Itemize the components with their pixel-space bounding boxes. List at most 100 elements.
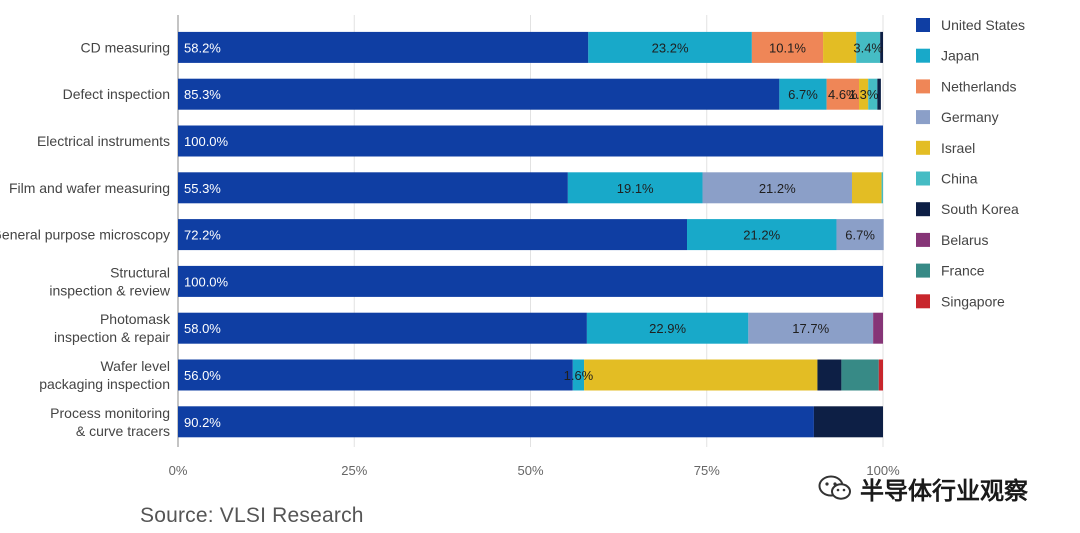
legend-swatch: [916, 48, 930, 63]
legend-swatch: [916, 294, 930, 309]
bar-data-label: 22.9%: [649, 321, 686, 336]
bar-segment: [873, 312, 883, 344]
bar-segment: [584, 359, 818, 391]
legend-swatch: [916, 110, 930, 125]
bars: [178, 31, 884, 438]
bar-data-label: 56.0%: [184, 368, 221, 383]
bar-data-label: 55.3%: [184, 181, 221, 196]
bar-segment: [687, 219, 837, 251]
legend-swatch: [916, 263, 930, 278]
bar-segment: [836, 219, 884, 251]
bar-data-label: 10.1%: [769, 40, 806, 55]
bar-data-label: 3.4%: [853, 40, 883, 55]
bar-data-label: 58.0%: [184, 321, 221, 336]
legend-label: Singapore: [941, 293, 1005, 309]
x-axis-tick-labels: 0% 25% 50% 75% 100%: [169, 463, 900, 478]
legend-swatch: [916, 18, 930, 32]
bar-segment: [877, 78, 881, 110]
bar-data-label: 4.6%: [828, 87, 858, 102]
legend-swatch: [916, 202, 930, 217]
bar-segment: [567, 172, 703, 204]
bar-segment: [178, 125, 883, 157]
legend-label: South Korea: [941, 201, 1019, 217]
x-tick-label: 25%: [341, 463, 367, 478]
x-tick-label: 75%: [694, 463, 720, 478]
legend-label: China: [941, 171, 978, 187]
legend-label: Israel: [941, 140, 975, 156]
legend-swatch: [916, 79, 930, 94]
bar-data-label: 100.0%: [184, 134, 229, 149]
category-label: Film and wafer measuring: [9, 180, 170, 196]
bar-segment: [813, 406, 883, 438]
x-tick-label: 0%: [169, 463, 188, 478]
bar-segment: [880, 31, 883, 63]
legend-label: Japan: [941, 48, 979, 64]
category-labels: CD measuring Defect inspection Electrical …: [0, 39, 171, 438]
bar-segment: [178, 312, 587, 344]
bar-segment: [859, 78, 869, 110]
category-label: Wafer level packaging inspection: [39, 358, 170, 392]
legend-swatch: [916, 140, 930, 155]
bar-segment: [178, 219, 688, 251]
legend-label: Germany: [941, 109, 999, 125]
category-label: Defect inspection: [63, 86, 170, 102]
bar-segment: [178, 265, 883, 297]
bar-data-label: 19.1%: [617, 181, 654, 196]
bar-data-label: 58.2%: [184, 40, 221, 55]
wechat-icon: [818, 475, 851, 500]
bar-segment: [178, 172, 568, 204]
bar-segment: [572, 359, 585, 391]
x-tick-label: 50%: [517, 463, 543, 478]
bar-segment: [823, 31, 857, 63]
bar-segment: [851, 172, 882, 204]
bar-data-label: 72.2%: [184, 228, 221, 243]
legend-swatch: [916, 232, 930, 247]
bar-segment: [817, 359, 842, 391]
legend-label: Belarus: [941, 232, 988, 248]
x-tick-label: 100%: [866, 463, 900, 478]
source-caption: Source: VLSI Research: [140, 504, 364, 527]
bar-segment: [586, 312, 749, 344]
bar-segment: [588, 31, 752, 63]
watermark: 半导体行业观察: [818, 470, 1028, 506]
bar-data-label: 21.2%: [759, 181, 796, 196]
bar-data-label: 17.7%: [792, 321, 829, 336]
bar-data-label: 85.3%: [184, 87, 221, 102]
bar-segment: [826, 78, 860, 110]
legend: United States Japan Netherlands Germany Isra…: [916, 17, 1025, 309]
bar-segment: [178, 31, 589, 63]
bar-segment: [702, 172, 852, 204]
bar-segment: [178, 359, 573, 391]
bar-data-label: 90.2%: [184, 415, 221, 430]
bar-segment: [856, 31, 881, 63]
bar-segment: [178, 78, 780, 110]
bar-data-labels: 58.2% 23.2% 10.1% 3.4% 85.3% 6.7% 4.6%1.3% 100.…: [184, 40, 883, 429]
category-label: Structural inspection & review: [49, 264, 171, 298]
bar-segment: [751, 31, 824, 63]
bar-data-label: 1.6%: [564, 368, 594, 383]
legend-label: United States: [941, 17, 1025, 33]
bar-segment: [868, 78, 878, 110]
bar-data-label: 6.7%: [788, 87, 818, 102]
watermark-text: 半导体行业观察: [860, 476, 1028, 505]
bar-data-label: 6.7%: [845, 228, 875, 243]
bar-segment: [841, 359, 879, 391]
bar-data-label: 100.0%: [184, 274, 229, 289]
bar-segment: [178, 406, 814, 438]
category-label: General purpose microscopy: [0, 227, 170, 243]
category-label: Process monitoring & curve tracers: [50, 405, 170, 439]
category-label: Photomask inspection & repair: [54, 311, 171, 345]
category-label: Electrical instruments: [37, 133, 170, 149]
bar-segment: [881, 172, 883, 204]
legend-label: France: [941, 263, 985, 279]
bar-data-label: 21.2%: [743, 228, 780, 243]
bar-segment: [779, 78, 827, 110]
bar-segment: [878, 359, 883, 391]
legend-label: Netherlands: [941, 78, 1017, 94]
bar-segment: [748, 312, 874, 344]
legend-swatch: [916, 171, 930, 186]
bar-data-label: 1.3%: [849, 87, 879, 102]
bar-data-label: 23.2%: [652, 40, 689, 55]
category-label: CD measuring: [81, 39, 170, 55]
